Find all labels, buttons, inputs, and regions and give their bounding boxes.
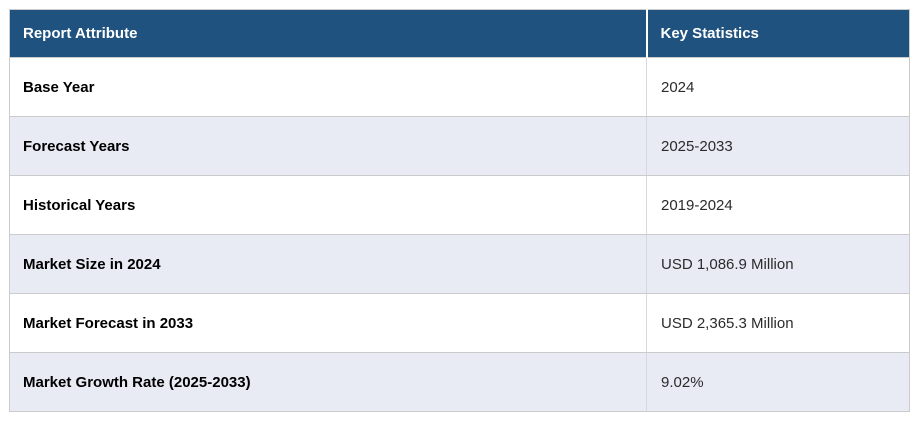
table-row-forecast-years: Forecast Years 2025-2033 <box>9 116 910 176</box>
attribute-cell-market-growth-rate: Market Growth Rate (2025-2033) <box>9 352 647 412</box>
table-row-base-year: Base Year 2024 <box>9 57 910 117</box>
value-cell-forecast-years: 2025-2033 <box>646 116 910 176</box>
value-cell-market-size-2024: USD 1,086.9 Million <box>646 234 910 294</box>
table-row-market-forecast-2033: Market Forecast in 2033 USD 2,365.3 Mill… <box>9 293 910 353</box>
table-row-market-growth-rate: Market Growth Rate (2025-2033) 9.02% <box>9 352 910 412</box>
column-header-key-statistics: Key Statistics <box>646 9 910 58</box>
table-row-market-size-2024: Market Size in 2024 USD 1,086.9 Million <box>9 234 910 294</box>
attribute-cell-historical-years: Historical Years <box>9 175 647 235</box>
column-header-report-attribute: Report Attribute <box>9 9 648 58</box>
value-cell-market-growth-rate: 9.02% <box>646 352 910 412</box>
attribute-cell-market-size-2024: Market Size in 2024 <box>9 234 647 294</box>
attribute-cell-market-forecast-2033: Market Forecast in 2033 <box>9 293 647 353</box>
page: Report Attribute Key Statistics Base Yea… <box>9 9 910 412</box>
attribute-cell-forecast-years: Forecast Years <box>9 116 647 176</box>
value-cell-market-forecast-2033: USD 2,365.3 Million <box>646 293 910 353</box>
table-header-row: Report Attribute Key Statistics <box>9 9 910 58</box>
report-attributes-table: Report Attribute Key Statistics Base Yea… <box>9 9 910 412</box>
table-row-historical-years: Historical Years 2019-2024 <box>9 175 910 235</box>
attribute-cell-base-year: Base Year <box>9 57 647 117</box>
value-cell-base-year: 2024 <box>646 57 910 117</box>
value-cell-historical-years: 2019-2024 <box>646 175 910 235</box>
